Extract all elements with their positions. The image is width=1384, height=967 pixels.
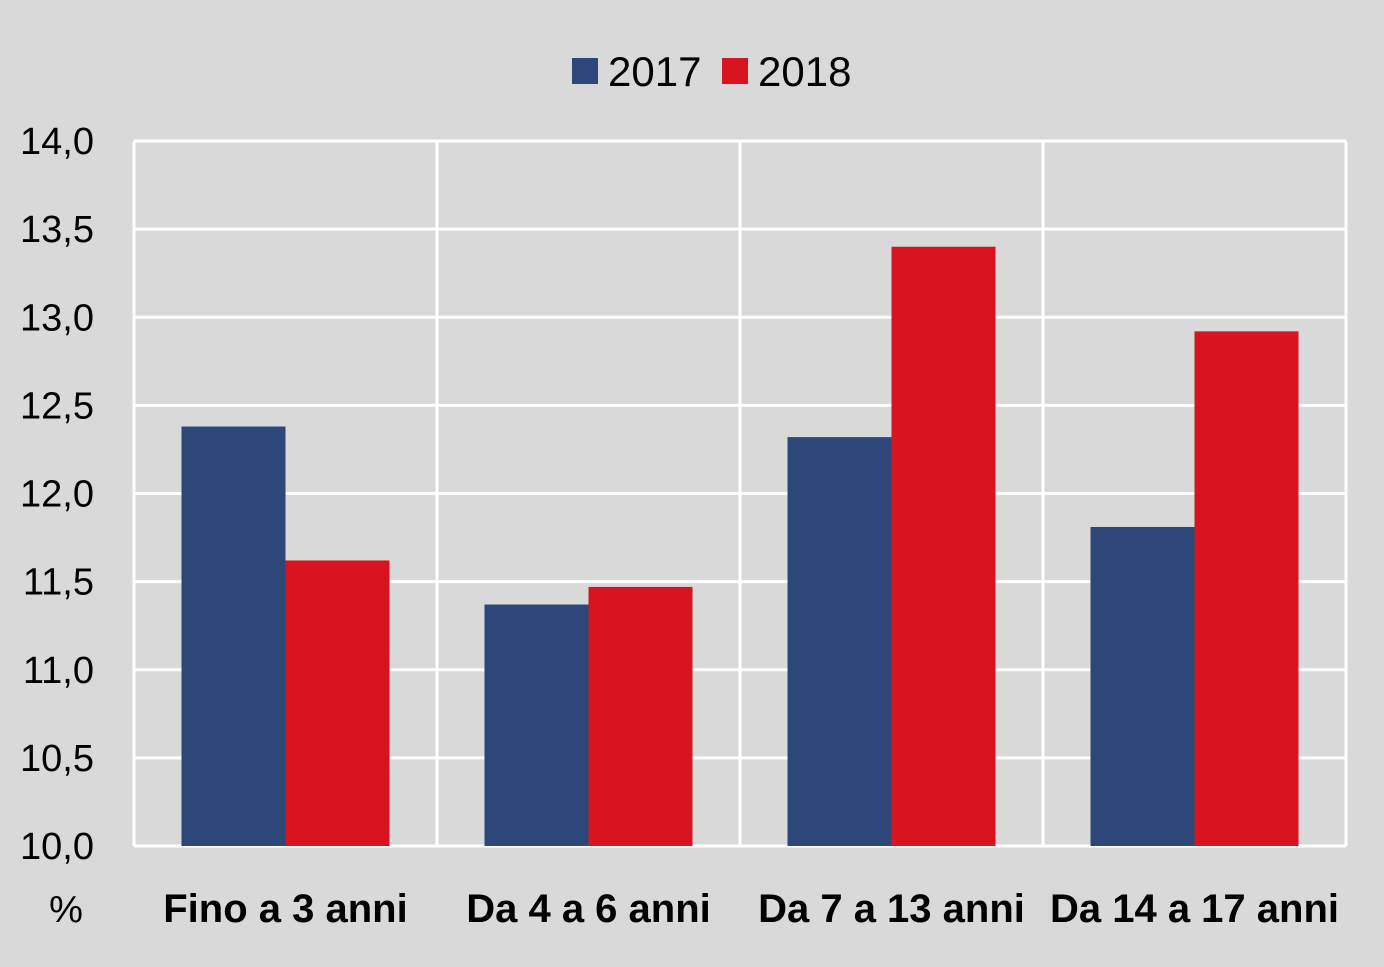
y-tick-label: 10,0	[20, 826, 94, 868]
x-category-label: Da 14 a 17 anni	[1050, 887, 1339, 931]
legend-label: 2017	[608, 48, 701, 95]
bar-2018-0	[285, 560, 390, 846]
bar-2017-1	[484, 604, 589, 846]
y-tick-label: 11,5	[23, 562, 94, 604]
bar-2018-2	[891, 246, 996, 846]
y-axis-ticks: 10,0 10,5 11,0 11,5 12,0 12,5 13,0 13,5 14,0	[20, 121, 94, 868]
x-category-label: Da 4 a 6 anni	[466, 887, 711, 931]
y-tick-label: 13,5	[20, 209, 94, 251]
y-tick-label: 12,0	[20, 474, 94, 516]
y-unit-label: %	[49, 889, 83, 931]
y-tick-label: 13,0	[20, 297, 94, 339]
bar-2018-1	[588, 586, 693, 846]
y-tick-label: 11,0	[23, 650, 94, 692]
x-category-label: Fino a 3 anni	[163, 887, 407, 931]
x-axis-categories: Fino a 3 anni Da 4 a 6 anni Da 7 a 13 anni…	[163, 887, 1339, 931]
bar-2017-3	[1090, 526, 1195, 846]
x-category-label: Da 7 a 13 anni	[758, 887, 1025, 931]
bar-2018-3	[1194, 331, 1299, 847]
bar-2017-0	[181, 426, 286, 846]
legend: 2017 2018	[572, 48, 851, 95]
y-tick-label: 12,5	[20, 385, 94, 427]
legend-swatch-2018	[722, 58, 748, 84]
bars	[181, 246, 1299, 847]
bar-2017-2	[787, 437, 892, 846]
grid	[132, 139, 1348, 848]
y-tick-label: 14,0	[20, 121, 94, 163]
legend-swatch-2017	[572, 58, 598, 84]
y-tick-label: 10,5	[20, 738, 94, 780]
legend-label: 2018	[758, 48, 851, 95]
